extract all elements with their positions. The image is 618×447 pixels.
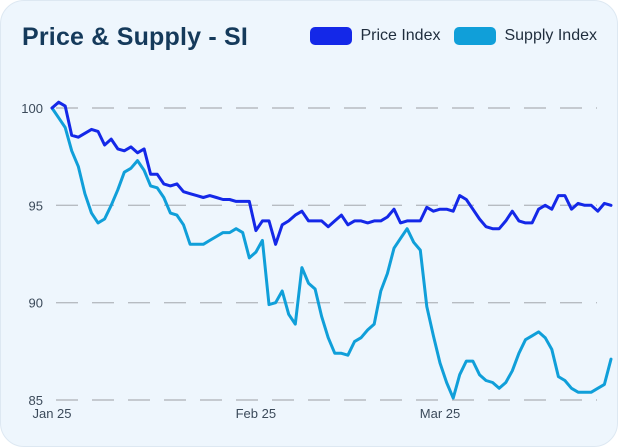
y-tick-label: 85: [29, 393, 43, 408]
series-line-price: [50, 100, 613, 246]
legend-swatch-price: [310, 27, 353, 45]
legend-label-price: Price Index: [360, 27, 441, 44]
x-tick-label: Jan 25: [32, 406, 71, 421]
series-line-supply: [50, 106, 613, 400]
chart-title: Price & Supply - SI: [22, 23, 249, 51]
x-tick-label: Feb 25: [236, 406, 276, 421]
x-tick-label: Mar 25: [420, 406, 460, 421]
y-tick-label: 95: [29, 198, 43, 213]
legend: Price Index Supply Index: [310, 27, 597, 45]
y-tick-label: 100: [21, 101, 43, 116]
y-tick-label: 90: [29, 296, 43, 311]
legend-item-supply[interactable]: Supply Index: [454, 27, 597, 45]
legend-swatch-supply: [454, 27, 497, 45]
legend-item-price[interactable]: Price Index: [310, 27, 440, 45]
legend-label-supply: Supply Index: [504, 27, 597, 44]
